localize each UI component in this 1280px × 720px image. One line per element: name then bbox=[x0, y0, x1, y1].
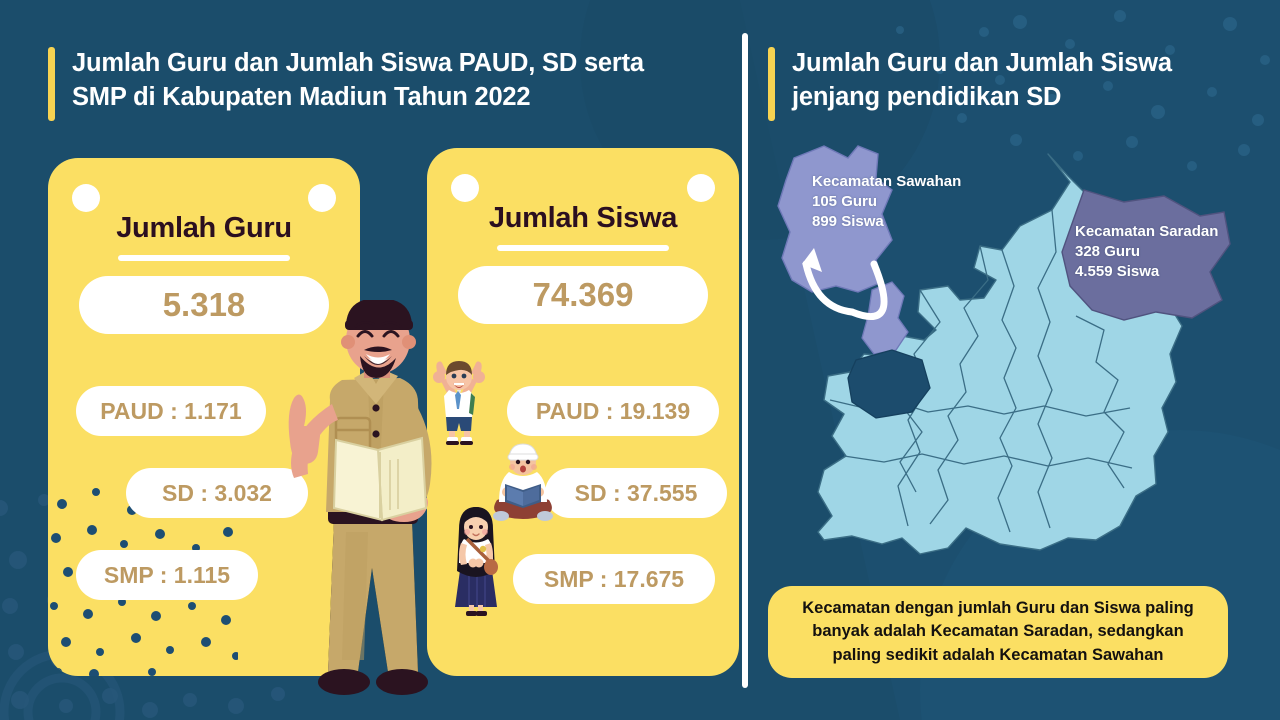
right-title: Jumlah Guru dan Jumlah Siswa jenjang pen… bbox=[768, 47, 1172, 121]
section-divider bbox=[742, 33, 748, 688]
madiun-regency-map bbox=[752, 140, 1272, 580]
level-pill-siswa-sd: SD : 37.555 bbox=[545, 468, 727, 518]
map-label-saradan: Kecamatan Saradan 328 Guru 4.559 Siswa bbox=[1075, 223, 1219, 280]
teacher-illustration bbox=[288, 300, 432, 695]
right-title-text: Jumlah Guru dan Jumlah Siswa jenjang pen… bbox=[792, 49, 1172, 111]
card-rule bbox=[118, 255, 290, 261]
left-title: Jumlah Guru dan Jumlah Siswa PAUD, SD se… bbox=[48, 47, 644, 121]
stat-card-guru: Jumlah Guru 5.318 PAUD : 1.171 SD : 3.03… bbox=[48, 158, 360, 676]
map-region-saradan bbox=[1061, 189, 1231, 321]
level-pill-siswa-paud: PAUD : 19.139 bbox=[507, 386, 719, 436]
total-value-siswa: 74.369 bbox=[458, 266, 708, 324]
card-rule bbox=[497, 245, 669, 251]
left-title-text: Jumlah Guru dan Jumlah Siswa PAUD, SD se… bbox=[72, 49, 644, 111]
level-pill-siswa-smp: SMP : 17.675 bbox=[513, 554, 715, 604]
punch-hole-left bbox=[72, 184, 100, 212]
student-girl-illustration bbox=[455, 507, 498, 616]
level-pill-guru-smp: SMP : 1.115 bbox=[76, 550, 258, 600]
map-label-sawahan: Kecamatan Sawahan 105 Guru 899 Siswa bbox=[812, 173, 962, 230]
student-reading-illustration bbox=[493, 443, 553, 521]
title-accent-bar bbox=[48, 47, 55, 121]
punch-hole-right bbox=[687, 174, 715, 202]
title-accent-bar bbox=[768, 47, 775, 121]
summary-note-box: Kecamatan dengan jumlah Guru dan Siswa p… bbox=[768, 586, 1228, 678]
punch-hole-right bbox=[308, 184, 336, 212]
student-boy-illustration bbox=[433, 361, 485, 445]
level-pill-guru-paud: PAUD : 1.171 bbox=[76, 386, 266, 436]
map-region-dark bbox=[847, 349, 931, 419]
card-title-guru: Jumlah Guru bbox=[116, 212, 292, 244]
punch-hole-left bbox=[451, 174, 479, 202]
level-pill-guru-sd: SD : 3.032 bbox=[126, 468, 308, 518]
card-title-siswa: Jumlah Siswa bbox=[488, 202, 678, 234]
map-region-sawahan-inplace bbox=[861, 281, 909, 355]
total-value-guru: 5.318 bbox=[79, 276, 329, 334]
summary-note-text: Kecamatan dengan jumlah Guru dan Siswa p… bbox=[802, 598, 1194, 664]
